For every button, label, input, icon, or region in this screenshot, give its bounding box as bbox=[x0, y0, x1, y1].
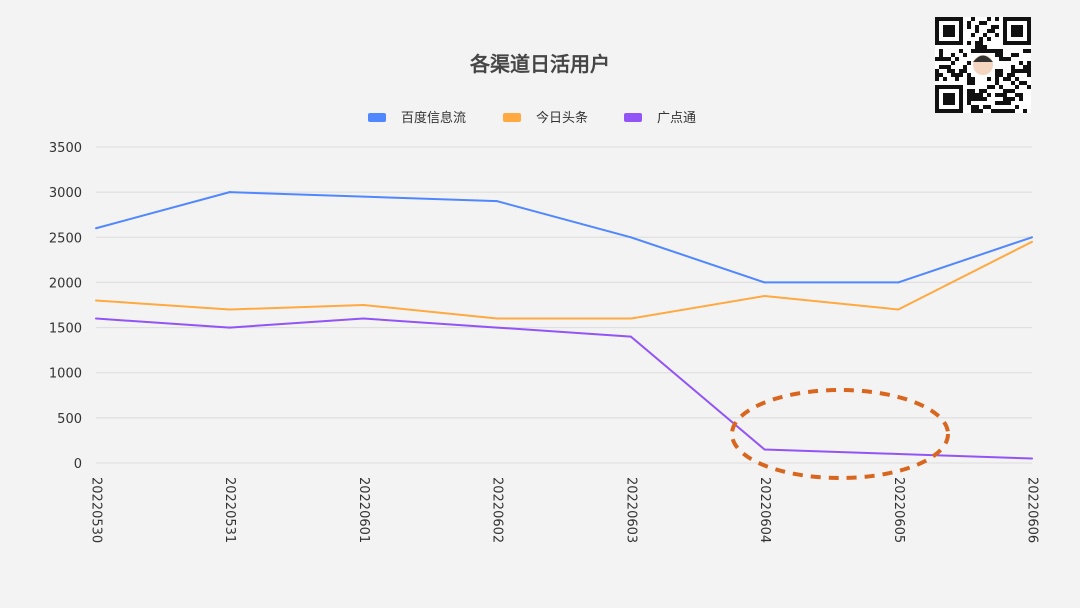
data-point bbox=[763, 294, 766, 297]
series-line-2 bbox=[95, 317, 1033, 460]
data-point bbox=[95, 227, 97, 230]
data-point bbox=[629, 236, 632, 239]
legend-swatch bbox=[624, 113, 642, 122]
x-tick-label: 20220603 bbox=[623, 477, 638, 543]
legend-swatch bbox=[368, 113, 386, 122]
data-point bbox=[763, 281, 766, 284]
data-point bbox=[897, 281, 900, 284]
x-axis: 20220530 20220531 20220601 20220602 20220603… bbox=[89, 477, 1040, 543]
data-point bbox=[362, 195, 365, 198]
y-tick-label: 500 bbox=[57, 412, 82, 427]
data-point bbox=[763, 448, 766, 451]
data-point bbox=[95, 299, 97, 302]
y-tick-label: 3000 bbox=[49, 186, 82, 201]
chart-title: 各渠道日活用户 bbox=[469, 52, 610, 76]
data-point bbox=[228, 326, 231, 329]
data-point bbox=[496, 200, 499, 203]
legend-item[interactable]: 今日头条 bbox=[503, 110, 588, 126]
legend-swatch bbox=[503, 113, 521, 122]
x-tick-label: 20220604 bbox=[757, 477, 772, 543]
y-tick-label: 1000 bbox=[49, 367, 82, 382]
data-point bbox=[1031, 240, 1033, 243]
data-point bbox=[496, 326, 499, 329]
y-tick-label: 1500 bbox=[49, 322, 82, 337]
x-tick-label: 20220606 bbox=[1025, 477, 1040, 543]
x-tick-label: 20220530 bbox=[89, 477, 104, 543]
qr-code bbox=[935, 17, 1031, 113]
y-tick-label: 3500 bbox=[49, 141, 82, 156]
data-point bbox=[629, 317, 632, 320]
data-point bbox=[629, 335, 632, 338]
legend-label: 广点通 bbox=[657, 111, 696, 126]
legend-item[interactable]: 广点通 bbox=[624, 111, 696, 126]
data-point bbox=[897, 452, 900, 455]
series-line-1 bbox=[95, 240, 1033, 320]
y-tick-label: 0 bbox=[74, 457, 82, 472]
data-point bbox=[1031, 457, 1033, 460]
data-point bbox=[228, 191, 231, 194]
series-line-0 bbox=[95, 191, 1033, 284]
x-tick-label: 20220605 bbox=[891, 477, 906, 543]
data-point bbox=[362, 317, 365, 320]
x-tick-label: 20220531 bbox=[222, 477, 237, 543]
data-point bbox=[1031, 236, 1033, 239]
legend-item[interactable]: 百度信息流 bbox=[368, 110, 466, 126]
y-tick-label: 2000 bbox=[49, 276, 82, 291]
legend: 百度信息流 今日头条 广点通 bbox=[368, 110, 696, 126]
data-point bbox=[897, 308, 900, 311]
x-tick-label: 20220602 bbox=[490, 477, 505, 543]
data-point bbox=[496, 317, 499, 320]
grid bbox=[96, 146, 1032, 464]
x-tick-label: 20220601 bbox=[356, 477, 371, 543]
series-lines bbox=[95, 191, 1033, 460]
legend-label: 今日头条 bbox=[536, 110, 588, 126]
y-axis: 0 500 1000 1500 2000 2500 3000 3500 bbox=[49, 141, 82, 472]
y-tick-label: 2500 bbox=[49, 231, 82, 246]
annotation-ellipse bbox=[730, 388, 950, 480]
legend-label: 百度信息流 bbox=[401, 110, 466, 126]
data-point bbox=[362, 304, 365, 306]
data-point bbox=[95, 317, 97, 320]
data-point bbox=[228, 308, 231, 311]
